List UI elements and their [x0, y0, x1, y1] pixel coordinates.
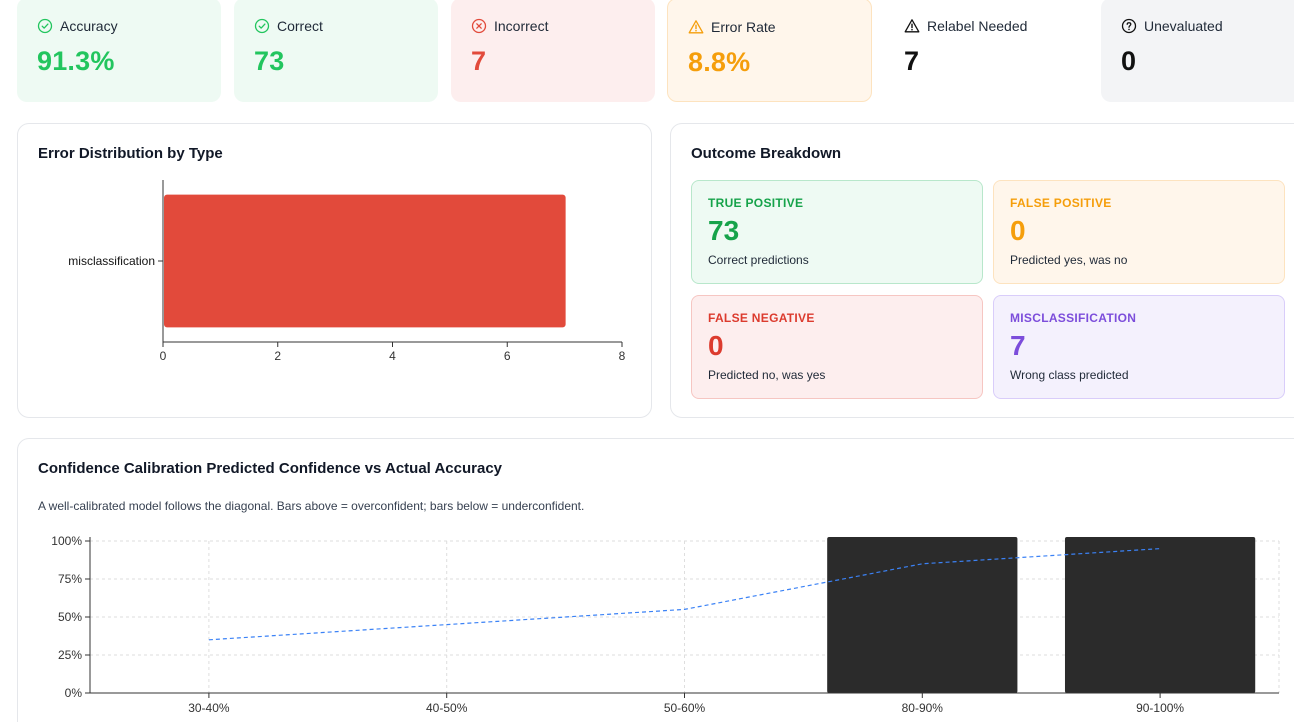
- confidence-calibration-panel: Confidence Calibration Predicted Confide…: [17, 438, 1294, 722]
- x-tick-label: 80-90%: [902, 701, 944, 715]
- kpi-label: Accuracy: [60, 18, 118, 34]
- false-negative-label: FALSE NEGATIVE: [708, 311, 815, 325]
- false-positive-label: FALSE POSITIVE: [1010, 196, 1112, 210]
- kpi-card-error-rate: Error Rate 8.8%: [667, 0, 872, 102]
- error-distribution-chart: 0 2 4 6 8 misclassification: [68, 180, 626, 363]
- misclassification-label: MISCLASSIFICATION: [1010, 311, 1137, 325]
- kpi-value: 0: [1121, 46, 1137, 76]
- kpi-card-unevaluated: Unevaluated 0: [1101, 0, 1294, 102]
- false-negative-description: Predicted no, was yes: [708, 368, 826, 382]
- x-tick-label: 40-50%: [426, 701, 468, 715]
- outcome-breakdown-panel: Outcome Breakdown TRUE POSITIVE 73 Corre…: [670, 123, 1294, 418]
- calibration-bar: [827, 537, 1018, 693]
- true-positive-card: TRUE POSITIVE 73 Correct predictions: [691, 180, 983, 284]
- kpi-label: Relabel Needed: [927, 18, 1028, 34]
- calibration-bar: [1064, 537, 1256, 693]
- x-tick-label: 4: [389, 349, 396, 363]
- kpi-label: Unevaluated: [1144, 18, 1223, 34]
- x-tick-label: 8: [619, 349, 626, 363]
- misclassification-value: 7: [1010, 330, 1026, 361]
- panel-title: Error Distribution by Type: [38, 145, 223, 162]
- misclassification-card: MISCLASSIFICATION 7 Wrong class predicte…: [993, 295, 1285, 399]
- true-positive-value: 73: [708, 215, 740, 246]
- false-positive-value: 0: [1010, 215, 1026, 246]
- error-chart-plot: 0 2 4 6 8 misclassification: [68, 180, 626, 363]
- kpi-value: 7: [471, 46, 487, 76]
- calibration-chart-plot: 0% 25% 50% 75% 100% 30-40% 40-50% 50-60% 80-90% 9…: [51, 534, 1280, 715]
- y-tick-label: 0%: [65, 686, 83, 700]
- false-positive-card: FALSE POSITIVE 0 Predicted yes, was no: [993, 180, 1285, 284]
- x-tick-label: 2: [274, 349, 281, 363]
- calibration-chart: 0% 25% 50% 75% 100% 30-40% 40-50% 50-60% 80-90% 9…: [51, 534, 1280, 715]
- kpi-label: Error Rate: [711, 19, 776, 35]
- kpi-value: 8.8%: [688, 47, 751, 77]
- false-positive-description: Predicted yes, was no: [1010, 253, 1128, 267]
- kpi-card-correct: Correct 73: [234, 0, 438, 102]
- y-tick-label: misclassification: [68, 254, 155, 268]
- accuracy-line: [208, 548, 1161, 641]
- true-positive-label: TRUE POSITIVE: [708, 196, 804, 210]
- question-circle-icon: [1121, 18, 1137, 34]
- warning-triangle-icon: [688, 20, 704, 34]
- false-negative-card: FALSE NEGATIVE 0 Predicted no, was yes: [691, 295, 983, 399]
- panel-title: Confidence Calibration Predicted Confide…: [38, 460, 503, 477]
- kpi-card-incorrect: Incorrect 7: [451, 0, 655, 102]
- kpi-value: 91.3%: [37, 46, 115, 76]
- x-tick-label: 50-60%: [664, 701, 706, 715]
- kpi-value: 73: [254, 46, 285, 76]
- kpi-label: Incorrect: [494, 18, 549, 34]
- kpi-label: Correct: [277, 18, 323, 34]
- y-tick-label: 100%: [51, 534, 82, 548]
- y-tick-label: 25%: [58, 648, 82, 662]
- misclassification-description: Wrong class predicted: [1010, 368, 1129, 382]
- kpi-card-relabel-needed: Relabel Needed 7: [884, 0, 1088, 102]
- true-positive-description: Correct predictions: [708, 253, 809, 267]
- kpi-card-accuracy: Accuracy 91.3%: [17, 0, 221, 102]
- x-tick-label: 90-100%: [1136, 701, 1184, 715]
- check-circle-icon: [37, 18, 53, 34]
- x-tick-label: 0: [160, 349, 167, 363]
- error-bar: [164, 194, 566, 328]
- panel-subtitle: A well-calibrated model follows the diag…: [38, 499, 585, 513]
- error-distribution-panel: Error Distribution by Type 0 2 4 6 8 misclass…: [17, 123, 652, 418]
- panel-title: Outcome Breakdown: [691, 145, 842, 162]
- x-tick-label: 30-40%: [188, 701, 230, 715]
- x-tick-label: 6: [504, 349, 511, 363]
- check-circle-icon: [254, 18, 270, 34]
- y-tick-label: 75%: [58, 572, 82, 586]
- x-circle-icon: [471, 18, 487, 34]
- false-negative-value: 0: [708, 330, 724, 361]
- y-tick-label: 50%: [58, 610, 82, 624]
- warning-triangle-icon: [904, 19, 920, 33]
- kpi-value: 7: [904, 46, 920, 76]
